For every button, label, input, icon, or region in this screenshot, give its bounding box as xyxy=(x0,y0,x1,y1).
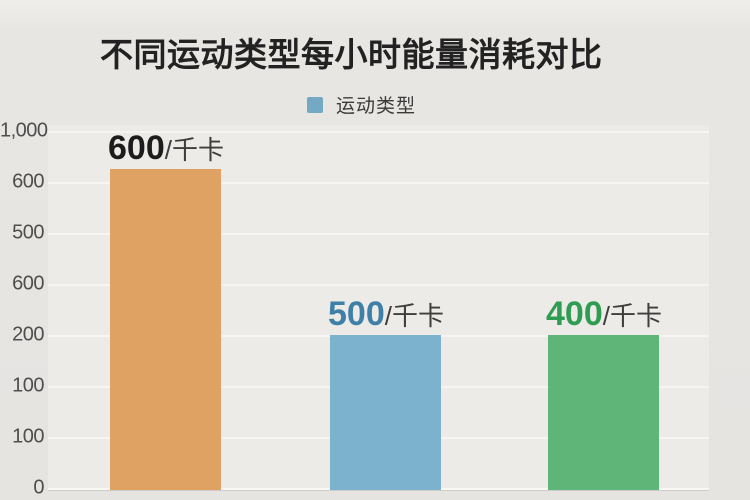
y-axis-tick-label: 600 xyxy=(12,170,44,193)
chart-title: 不同运动类型每小时能量消耗对比 xyxy=(100,36,603,73)
green-bar xyxy=(548,335,659,490)
y-axis-tick-label: 100 xyxy=(12,425,44,448)
orange-bar xyxy=(110,169,221,490)
legend-label: 运动类型 xyxy=(336,96,417,117)
gridline xyxy=(48,233,709,235)
bar-value-number: 600 xyxy=(108,129,165,167)
y-axis-tick-label: 1,000 xyxy=(0,119,48,142)
gridline xyxy=(48,182,709,184)
y-axis-tick-label: 600 xyxy=(12,272,44,295)
bar-value-unit: /千卡 xyxy=(602,301,662,331)
bar-value-number: 500 xyxy=(328,295,385,333)
y-axis-tick-label: 0 xyxy=(33,476,44,499)
gridline xyxy=(48,284,709,286)
bar-value-unit: /千卡 xyxy=(384,301,444,331)
bar-value-label: 600/千卡 xyxy=(108,131,224,165)
y-axis-tick-label: 500 xyxy=(12,221,44,244)
bar-value-label: 400/千卡 xyxy=(546,297,662,331)
gridline xyxy=(48,131,709,133)
legend-swatch-icon xyxy=(307,96,323,113)
blue-bar xyxy=(330,335,441,490)
bar-value-unit: /千卡 xyxy=(164,135,224,165)
legend: 运动类型 xyxy=(307,91,416,118)
bar-value-label: 500/千卡 xyxy=(328,297,444,331)
y-axis-tick-label: 100 xyxy=(12,374,44,397)
bar-value-number: 400 xyxy=(546,295,603,333)
y-axis-tick-label: 200 xyxy=(12,323,44,346)
